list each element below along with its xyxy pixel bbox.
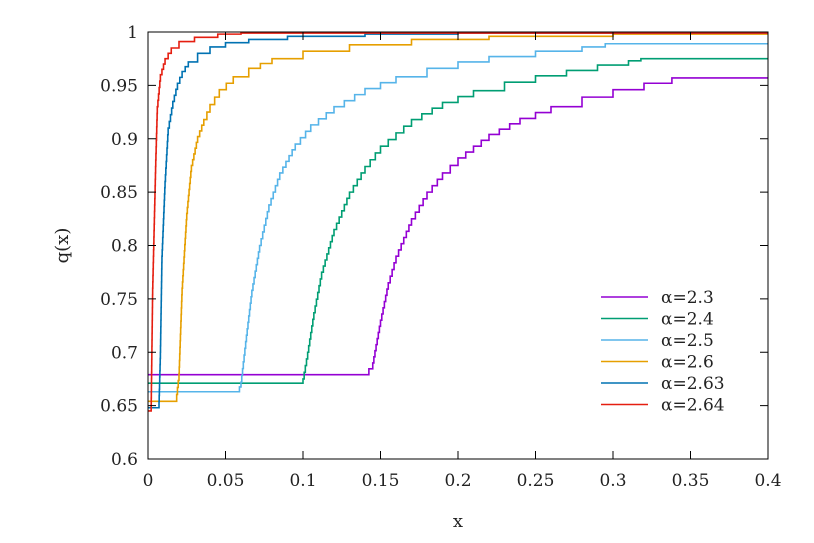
y-tick-label: 0.95: [100, 76, 138, 96]
x-tick-label: 0: [143, 471, 154, 491]
series-layer: [148, 32, 768, 412]
y-axis-label: q(x): [52, 228, 73, 264]
series-line-2: [148, 57, 768, 385]
y-tick-label: 0.7: [111, 343, 138, 363]
x-tick-label: 0.4: [754, 471, 781, 491]
legend-item: α=2.63: [601, 374, 725, 394]
y-tick-label: 0.8: [111, 237, 138, 257]
series-line-5: [148, 32, 768, 409]
ticks-layer: 0 0.05 0.1 0.15 0.2 0.25 0.3 0.35 0.4 0.6 0.65 0.7 0…: [100, 23, 781, 491]
legend-label: α=2.5: [661, 331, 714, 351]
y-tick-label: 0.65: [100, 397, 138, 417]
series-line-6: [148, 32, 768, 412]
x-tick-label: 0.15: [362, 471, 400, 491]
legend-label: α=2.64: [661, 396, 725, 416]
x-tick-label: 0.35: [672, 471, 710, 491]
y-tick-label: 0.75: [100, 290, 138, 310]
legend-item: α=2.4: [601, 310, 714, 330]
series-line-3: [148, 42, 768, 393]
x-axis-label: x: [453, 511, 463, 532]
series-line-4: [148, 33, 768, 403]
y-tick-label: 1: [127, 23, 138, 43]
series-line-1: [148, 77, 768, 376]
legend-item: α=2.3: [601, 288, 714, 308]
legend-label: α=2.4: [661, 310, 714, 330]
legend-label: α=2.3: [661, 288, 714, 308]
x-tick-label: 0.2: [444, 471, 471, 491]
legend-item: α=2.5: [601, 331, 714, 351]
y-tick-label: 0.6: [111, 450, 138, 470]
legend-label: α=2.63: [661, 374, 725, 394]
x-tick-label: 0.25: [517, 471, 555, 491]
legend-label: α=2.6: [661, 353, 714, 373]
legend-item: α=2.6: [601, 353, 714, 373]
legend: α=2.3α=2.4α=2.5α=2.6α=2.63α=2.64: [601, 288, 725, 416]
legend-item: α=2.64: [601, 396, 725, 416]
x-tick-label: 0.1: [289, 471, 316, 491]
y-tick-label: 0.9: [111, 130, 138, 150]
x-tick-label: 0.3: [599, 471, 626, 491]
y-tick-label: 0.85: [100, 183, 138, 203]
x-tick-label: 0.05: [207, 471, 245, 491]
